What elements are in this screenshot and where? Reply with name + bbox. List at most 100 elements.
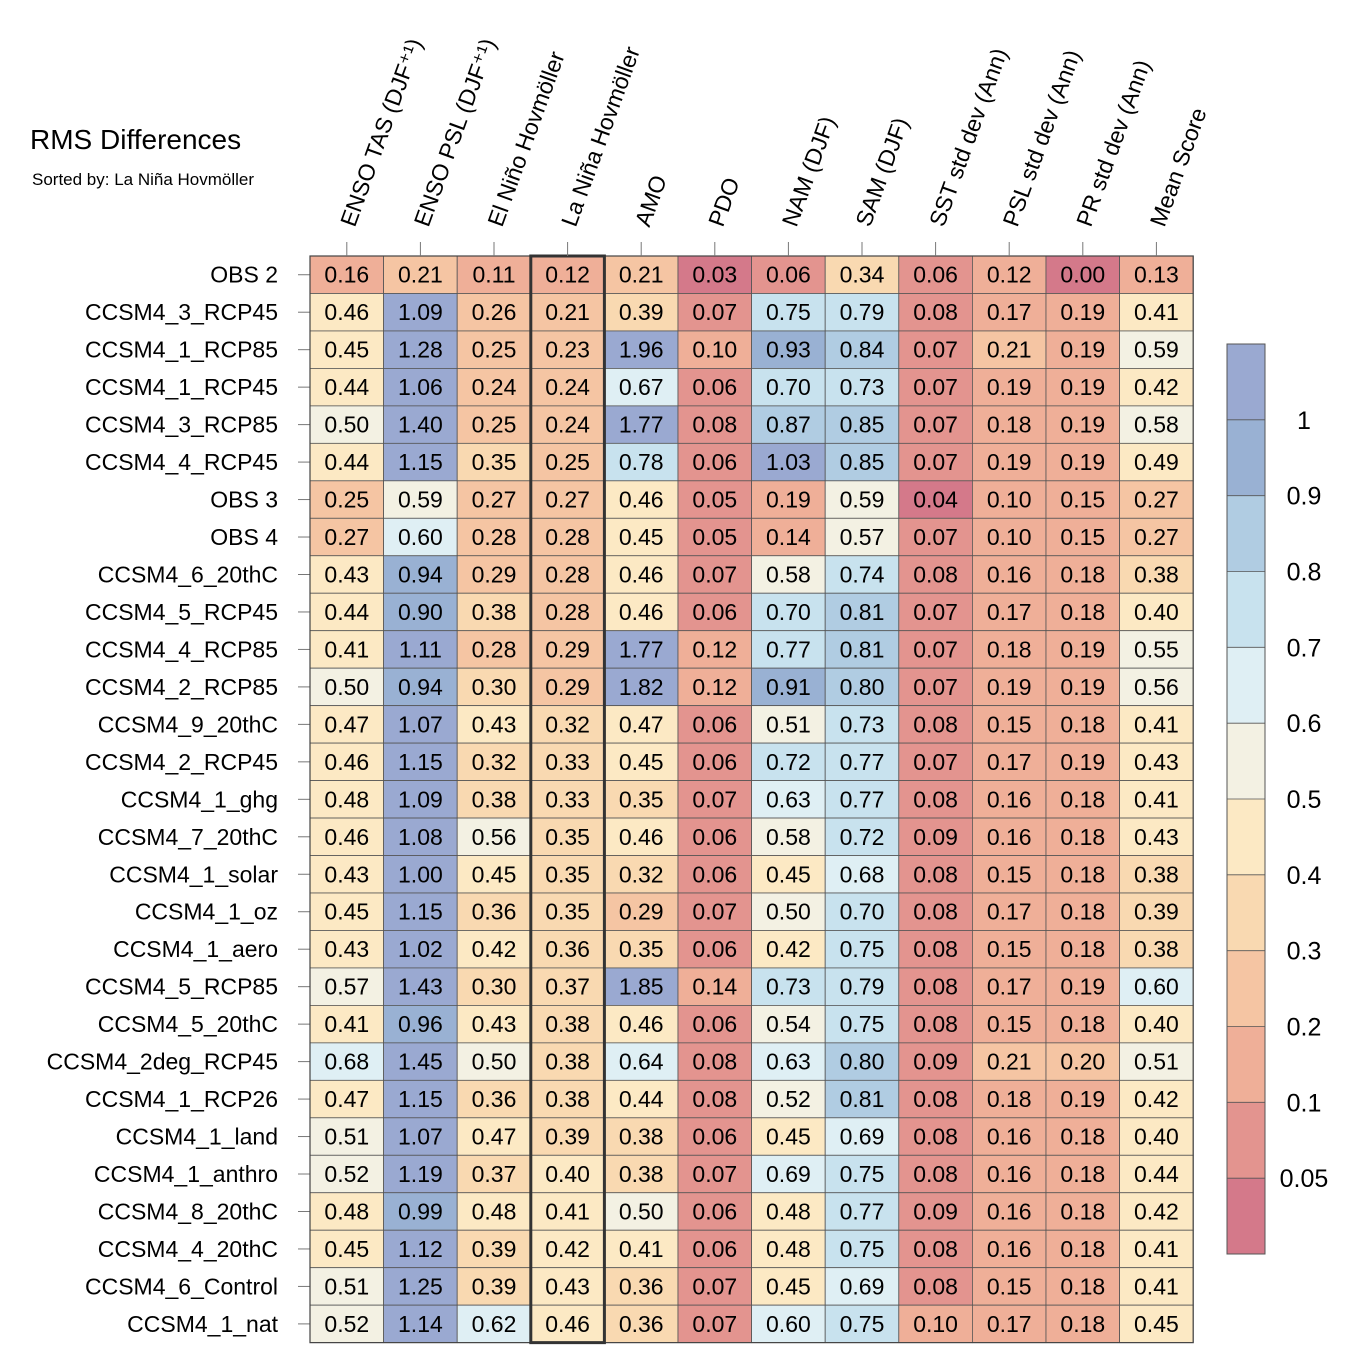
heatmap-cell [383,1117,458,1156]
cell-value: 0.07 [913,674,958,700]
cell-value: 0.54 [766,1011,811,1037]
cell-value: 0.45 [766,1124,811,1150]
cell-value: 0.40 [545,1161,590,1187]
cell-value: 1.12 [398,1236,443,1262]
cell-value: 0.25 [472,412,517,438]
heatmap-cell [972,705,1047,744]
heatmap-cell [456,1154,532,1194]
heatmap-cell [898,967,973,1006]
cell-value: 0.73 [840,711,885,737]
cell-value: 0.38 [1134,861,1179,887]
cell-value: 0.35 [545,899,590,925]
row-label: CCSM4_1_RCP85 [85,337,278,363]
heatmap-cell [677,705,752,744]
cell-value: 0.19 [1060,337,1105,363]
heatmap-cell [898,1192,973,1231]
heatmap-cell [383,368,458,407]
cell-value: 0.26 [472,299,517,325]
cell-value: 0.18 [987,636,1032,662]
cell-value: 0.08 [692,1049,737,1075]
heatmap-cell [309,255,384,294]
cell-value: 0.29 [619,899,664,925]
cell-value: 0.19 [1060,674,1105,700]
cell-value: 0.50 [324,674,369,700]
cell-value: 0.70 [840,899,885,925]
column-label: ENSO TAS (DJF⁺¹) [335,35,427,230]
cell-value: 0.05 [692,524,737,550]
column-label: Mean Score [1145,104,1212,229]
heatmap-cell [972,330,1047,369]
cell-value: 0.06 [692,1198,737,1224]
heatmap-cell [751,892,826,931]
heatmap-cell [383,1154,458,1194]
heatmap-cell [530,967,605,1006]
heatmap-cell [751,517,826,557]
heatmap-cell [1119,1192,1194,1231]
heatmap-cell [604,293,679,332]
heatmap-cell [824,293,900,332]
heatmap-cell [309,855,384,894]
cell-value: 0.45 [619,749,664,775]
cell-value: 0.41 [1134,711,1179,737]
heatmap-cell [309,480,384,519]
cell-value: 0.16 [987,824,1032,850]
heatmap-cell [824,630,900,669]
cell-value: 0.38 [472,786,517,812]
cell-value: 1.15 [398,449,443,475]
heatmap-cell [1045,930,1120,969]
cell-value: 1.15 [398,749,443,775]
cell-value: 0.85 [840,449,885,475]
cell-value: 0.08 [913,1124,958,1150]
heatmap-cell [677,405,752,444]
heatmap-cell [824,667,900,707]
cell-value: 0.06 [692,374,737,400]
heatmap-cell [677,1042,752,1081]
colorbar-segment [1227,495,1265,572]
cell-value: 0.39 [619,299,664,325]
cell-value: 0.37 [472,1161,517,1187]
cell-value: 0.72 [840,824,885,850]
cell-value: 0.08 [913,1011,958,1037]
cell-value: 0.43 [1134,749,1179,775]
cell-value: 0.44 [324,374,369,400]
cell-value: 0.08 [692,1086,737,1112]
heatmap-cell [972,667,1047,707]
heatmap-cell [309,1042,384,1081]
cell-value: 0.77 [840,786,885,812]
cell-value: 0.60 [398,524,443,550]
heatmap-cell [1119,817,1194,856]
heatmap-cell [824,742,900,781]
row-label: OBS 3 [210,487,278,513]
cell-value: 0.19 [1060,974,1105,1000]
heatmap-cell [383,1304,458,1344]
heatmap-cell [1119,667,1194,707]
column-label: NAM (DJF) [777,113,841,230]
cell-value: 0.28 [545,524,590,550]
heatmap-cell [677,667,752,707]
cell-value: 0.19 [1060,299,1105,325]
cell-value: 0.08 [913,899,958,925]
cell-value: 0.30 [472,974,517,1000]
heatmap-cell [898,1005,973,1044]
heatmap-cell [604,442,679,482]
cell-value: 0.15 [987,936,1032,962]
cell-value: 1.07 [398,1124,443,1150]
heatmap-cell [751,667,826,707]
colorbar-segment [1227,874,1265,951]
heatmap-cell [309,930,384,969]
heatmap-cell [677,780,752,819]
cell-value: 0.39 [472,1273,517,1299]
heatmap-cell [309,1192,384,1231]
heatmap-cell [456,592,532,632]
heatmap-cell [824,855,900,894]
cell-value: 0.23 [545,337,590,363]
cell-value: 0.38 [545,1049,590,1075]
heatmap-cell [751,1192,826,1231]
cell-value: 0.14 [692,974,737,1000]
heatmap-cell [456,855,532,894]
heatmap-cell [530,742,605,781]
heatmap-cell [604,555,679,594]
heatmap-cell [972,742,1047,781]
cell-value: 0.06 [692,861,737,887]
